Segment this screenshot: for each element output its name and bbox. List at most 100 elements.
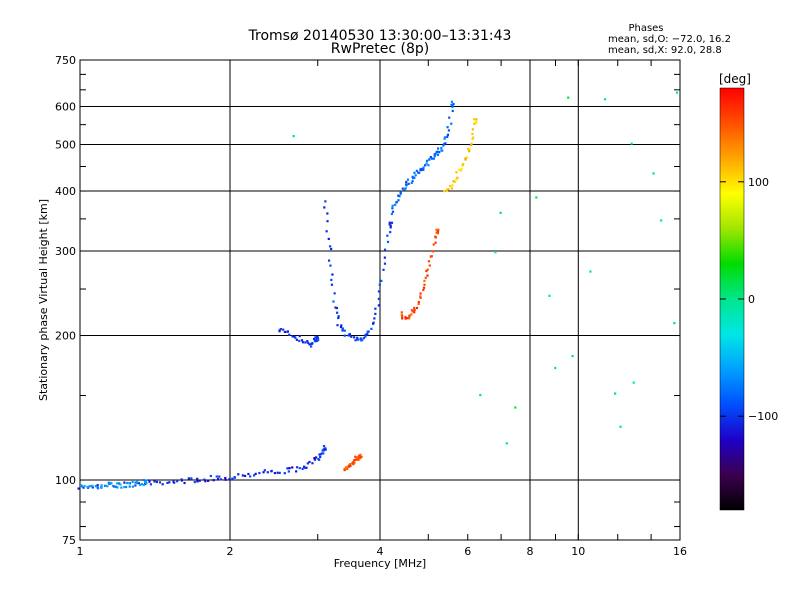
data-point [94,485,98,488]
data-point [231,477,234,480]
data-point [453,180,457,184]
data-point [436,153,440,156]
chart-title: Tromsø 20140530 13:30:00–13:31:43 [248,28,512,44]
data-point [619,425,622,428]
data-point [166,481,169,485]
data-point [209,474,212,478]
data-point [142,483,145,487]
data-point [216,477,220,481]
data-point [359,455,362,458]
data-point [471,132,474,136]
data-point [136,480,139,483]
data-point [410,181,413,185]
data-point [438,151,441,154]
data-point [419,296,422,299]
colorbar-ticks: 100 0 −100 [720,176,778,423]
data-point [370,327,373,330]
data-point [425,159,429,162]
x-tick-label: 4 [377,545,384,558]
data-point [161,483,164,486]
data-point [417,300,420,304]
data-point [183,481,186,485]
data-point [341,327,344,330]
data-point [100,484,103,487]
data-point [360,339,363,342]
data-point [443,136,447,139]
data-point [313,458,317,461]
data-point [203,478,206,481]
data-point [437,228,440,231]
data-point [441,149,444,152]
data-point [442,143,446,146]
data-points [77,91,679,490]
data-point [455,178,458,181]
data-point [352,463,355,466]
data-point [301,341,305,344]
data-point [144,481,147,485]
data-point [589,270,592,273]
data-point [142,478,146,482]
data-point [88,485,91,488]
data-point [423,283,426,286]
data-point [366,332,369,336]
data-point [448,116,451,119]
data-point [279,327,282,331]
data-point [422,288,425,292]
data-point [429,156,432,159]
data-point [374,312,377,315]
data-point [123,485,126,489]
data-point [258,471,261,475]
colorbar-label: [deg] [719,72,751,86]
data-point [362,336,365,340]
data-point [348,463,352,466]
data-point [131,480,134,484]
data-point [452,180,455,183]
data-point [278,329,281,332]
x-tick-label: 10 [571,545,585,558]
data-point [110,482,113,485]
data-point [305,466,308,469]
data-point [354,455,357,458]
data-point [403,188,406,191]
data-point [322,452,325,455]
data-point [450,100,453,103]
data-point [364,335,367,338]
data-point [382,268,385,271]
data-point [295,338,298,341]
data-point [312,337,316,341]
data-point [400,313,403,317]
data-point [383,248,387,251]
data-point [340,324,343,327]
data-point [427,260,431,263]
data-point [207,479,210,482]
data-point [128,485,131,488]
data-point [247,472,250,476]
data-point [359,337,362,340]
y-tick-label: 400 [55,185,76,198]
data-point [391,210,395,213]
data-point [126,481,129,485]
data-point [355,456,358,459]
data-point [436,232,439,235]
data-point [343,468,346,472]
data-point [317,457,320,461]
data-point [306,340,309,343]
data-point [414,174,417,177]
data-point [554,366,557,370]
data-point [134,484,137,487]
data-point [292,135,295,138]
data-point [310,342,313,346]
data-point [430,157,434,160]
data-point [442,144,445,147]
data-point [196,480,199,483]
data-point [505,442,508,445]
data-point [418,171,421,174]
data-point [352,460,355,464]
x-tick-label: 1 [77,545,84,558]
data-point [380,279,383,282]
y-tick-label: 75 [62,534,76,547]
data-point [116,482,119,485]
data-point [283,330,287,334]
data-point [464,158,467,161]
